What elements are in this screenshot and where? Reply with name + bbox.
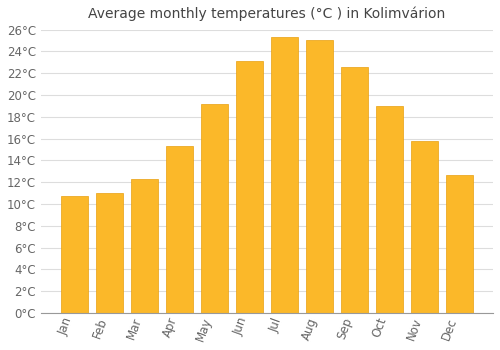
Bar xyxy=(412,141,438,313)
Bar xyxy=(62,196,88,313)
Bar xyxy=(446,175,472,313)
Bar xyxy=(166,146,192,313)
Bar xyxy=(342,66,367,313)
Bar xyxy=(132,179,158,313)
Bar xyxy=(202,104,228,313)
Title: Average monthly temperatures (°C ) in Kolimvárion: Average monthly temperatures (°C ) in Ko… xyxy=(88,7,446,21)
Bar xyxy=(96,193,122,313)
Bar xyxy=(236,61,262,313)
Bar xyxy=(272,37,297,313)
Bar xyxy=(306,41,332,313)
Bar xyxy=(376,106,402,313)
